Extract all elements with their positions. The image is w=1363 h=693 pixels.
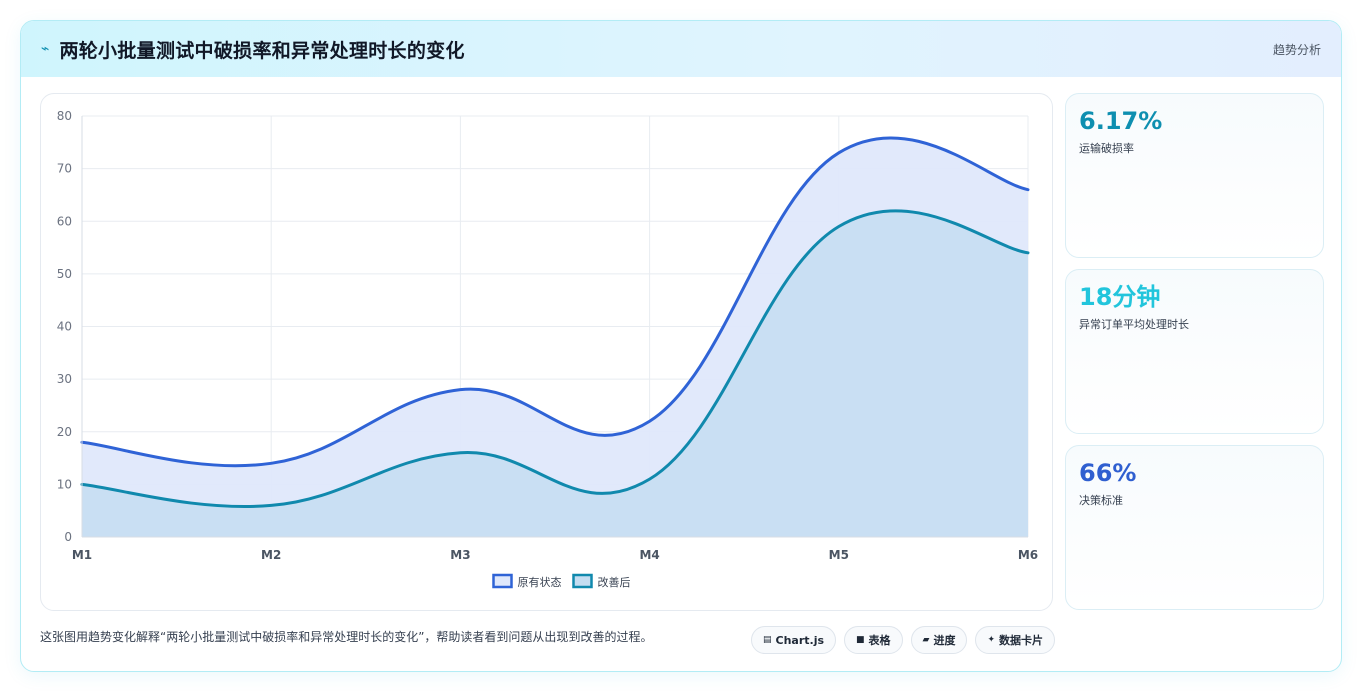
- series-area-2: [82, 210, 1028, 537]
- y-tick-label: 70: [57, 162, 72, 176]
- y-tick-label: 40: [57, 320, 72, 334]
- card-title: 两轮小批量测试中破损率和异常处理时长的变化: [59, 39, 465, 62]
- chart-icon: ▤: [763, 635, 772, 645]
- stat-card-handling-time: 18分钟 异常订单平均处理时长: [1065, 269, 1324, 434]
- pill-chartjs[interactable]: ▤ Chart.js: [751, 626, 837, 654]
- stat-label: 运输破损率: [1079, 142, 1134, 155]
- pill-label: 数据卡片: [999, 634, 1044, 647]
- pill-progress[interactable]: ▰ 进度: [910, 626, 968, 654]
- chart-card: ⌁ 两轮小批量测试中破损率和异常处理时长的变化 趋势分析 0 10 20 30 40 50…: [20, 20, 1342, 672]
- y-tick-label: 0: [64, 530, 72, 544]
- stat-value: 66%: [1079, 459, 1137, 487]
- legend-label-1: 原有状态: [518, 575, 562, 589]
- stat-card-decision-standard: 66% 决策标准: [1065, 445, 1324, 610]
- pill-label: 进度: [933, 634, 956, 647]
- card-header: ⌁ 两轮小批量测试中破损率和异常处理时长的变化 趋势分析: [21, 21, 1341, 77]
- area-chart: 0 10 20 30 40 50 60 70 80 M1 M2 M3 M4 M5 M6 原有状态 改善后: [57, 109, 1038, 589]
- x-tick-label: M3: [450, 548, 470, 562]
- y-tick-label: 30: [57, 372, 72, 386]
- lightning-icon: ⌁: [41, 41, 50, 57]
- y-tick-label: 10: [57, 477, 72, 491]
- table-icon: ■: [856, 635, 865, 645]
- section-tag: 趋势分析: [1272, 42, 1321, 57]
- stat-label: 异常订单平均处理时长: [1079, 318, 1189, 331]
- legend-label-2: 改善后: [598, 575, 631, 589]
- chart-panel: 0 10 20 30 40 50 60 70 80 M1 M2 M3 M4 M5 M6 原有状态 改善后: [40, 93, 1053, 611]
- x-tick-label: M2: [261, 548, 281, 562]
- chart-caption: 这张图用趋势变化解释“两轮小批量测试中破损率和异常处理时长的变化”，帮助读者看到…: [40, 630, 653, 644]
- legend-swatch-1: [492, 573, 513, 589]
- tool-pills: ▤ Chart.js ■ 表格 ▰ 进度 ✦ 数据卡片: [751, 626, 1056, 654]
- pill-label: Chart.js: [775, 633, 825, 647]
- legend-swatch-2: [572, 573, 593, 589]
- card-icon: ✦: [987, 635, 996, 645]
- y-tick-label: 80: [57, 109, 72, 123]
- series-line-2: [80, 209, 1030, 508]
- x-tick-label: M5: [829, 548, 849, 562]
- series-line-1: [80, 136, 1030, 468]
- x-tick-label: M1: [72, 548, 92, 562]
- stat-label: 决策标准: [1079, 494, 1123, 507]
- y-tick-label: 20: [57, 425, 72, 439]
- stat-card-damage-rate: 6.17% 运输破损率: [1065, 93, 1324, 258]
- y-tick-label: 50: [57, 267, 72, 281]
- y-tick-label: 60: [57, 214, 72, 228]
- x-tick-label: M4: [639, 548, 659, 562]
- pill-table[interactable]: ■ 表格: [844, 626, 903, 654]
- progress-icon: ▰: [922, 635, 930, 645]
- x-tick-label: M6: [1018, 548, 1038, 562]
- stat-value: 6.17%: [1079, 107, 1163, 135]
- pill-label: 表格: [868, 634, 891, 647]
- stat-value: 18分钟: [1079, 283, 1161, 311]
- pill-data-card[interactable]: ✦ 数据卡片: [975, 626, 1056, 654]
